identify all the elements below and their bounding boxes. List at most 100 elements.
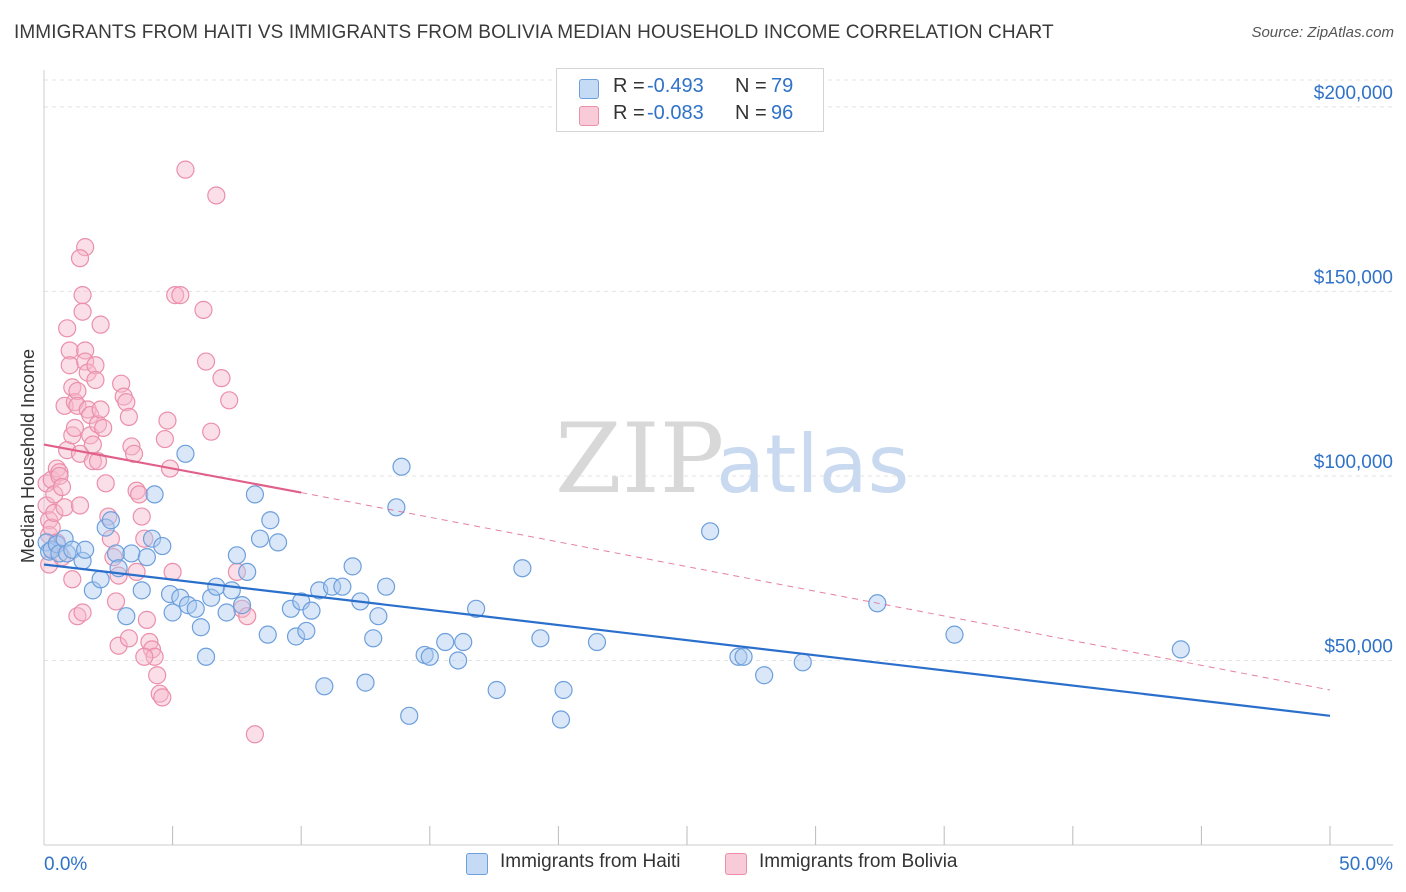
haiti-point xyxy=(466,599,486,618)
bolivia-point xyxy=(86,356,105,375)
axes xyxy=(43,70,1393,846)
bolivia-point xyxy=(55,498,74,517)
haiti-point xyxy=(191,618,210,637)
haiti-point xyxy=(297,621,316,641)
bolivia-point xyxy=(78,363,97,382)
bolivia-point xyxy=(55,396,74,415)
bolivia-trend-line xyxy=(43,443,302,494)
bolivia-point xyxy=(130,485,149,504)
correlation-legend: R = -0.493 N = 79 R = -0.083 N = 96 xyxy=(556,68,824,132)
bolivia-point xyxy=(127,562,146,582)
haiti-point xyxy=(106,544,126,563)
haiti-point xyxy=(196,647,216,666)
bolivia-point xyxy=(58,319,77,338)
bolivia-point xyxy=(148,666,167,685)
haiti-point xyxy=(364,629,383,648)
haiti-point xyxy=(356,673,375,692)
bolivia-point xyxy=(245,725,265,744)
haiti-point xyxy=(227,546,246,565)
bolivia-point xyxy=(94,418,113,438)
bolivia-r-label: R = xyxy=(613,102,645,124)
haiti-point xyxy=(258,625,277,644)
bolivia-point xyxy=(166,286,185,305)
haiti-point xyxy=(1171,640,1190,659)
bolivia-point xyxy=(207,186,226,205)
haiti-point xyxy=(554,680,573,700)
bolivia-point xyxy=(60,341,79,360)
haiti-point xyxy=(245,485,265,504)
haiti-point xyxy=(454,632,473,652)
bolivia-trend-extension xyxy=(301,492,1331,691)
bolivia-point xyxy=(68,396,87,415)
haiti-point xyxy=(207,577,226,596)
bolivia-point xyxy=(60,356,79,375)
bolivia-point xyxy=(176,160,195,179)
haiti-point xyxy=(91,570,110,589)
bolivia-point xyxy=(68,381,87,401)
bolivia-point xyxy=(96,474,115,493)
bolivia-point xyxy=(212,369,231,388)
bolivia-point xyxy=(76,352,95,371)
bolivia-point xyxy=(153,688,172,707)
haiti-point xyxy=(176,444,195,463)
bolivia-point xyxy=(158,411,177,430)
bolivia-r-value: -0.083 xyxy=(647,102,704,124)
bolivia-point xyxy=(220,391,239,410)
bolivia-point xyxy=(202,422,221,441)
bolivia-point xyxy=(50,466,69,486)
haiti-point xyxy=(122,544,141,563)
haiti-point xyxy=(315,677,334,696)
haiti-point xyxy=(487,680,506,700)
haiti-point xyxy=(333,577,352,596)
bolivia-point xyxy=(86,370,105,390)
haiti-point xyxy=(63,540,82,559)
y-tick-label: $150,000 xyxy=(1314,267,1393,288)
bolivia-legend-swatch xyxy=(725,853,747,875)
bolivia-point xyxy=(63,570,82,589)
bolivia-point xyxy=(135,529,154,548)
bolivia-point xyxy=(73,286,92,305)
bolivia-point xyxy=(132,507,151,526)
bolivia-point xyxy=(70,249,90,268)
haiti-point xyxy=(117,607,136,626)
haiti-point xyxy=(551,710,571,729)
haiti-swatch xyxy=(579,79,599,99)
haiti-point xyxy=(145,485,164,504)
haiti-point xyxy=(186,599,205,618)
haiti-point xyxy=(292,592,311,611)
bolivia-point xyxy=(171,286,190,305)
haiti-point xyxy=(392,457,411,476)
y-axis-label: Median Household Income xyxy=(18,349,38,563)
haiti-point xyxy=(755,666,774,685)
bolivia-point xyxy=(155,429,174,449)
haiti-point xyxy=(142,529,162,548)
bolivia-n-label: N = xyxy=(735,102,767,124)
bolivia-point xyxy=(83,435,102,454)
bolivia-point xyxy=(106,592,126,611)
chart-title: IMMIGRANTS FROM HAITI VS IMMIGRANTS FROM… xyxy=(14,22,1054,43)
y-tick-labels: $50,000 $100,000 $150,000 $200,000 xyxy=(1314,83,1393,658)
bolivia-point xyxy=(109,636,128,655)
bolivia-point xyxy=(45,503,64,522)
haiti-point xyxy=(232,596,252,615)
bolivia-point xyxy=(196,352,216,371)
bolivia-point xyxy=(135,647,154,666)
haiti-point xyxy=(250,529,270,548)
bolivia-point xyxy=(119,407,138,427)
bolivia-point xyxy=(88,452,108,471)
bolivia-point xyxy=(117,393,136,412)
haiti-points xyxy=(37,444,1190,729)
haiti-point xyxy=(202,588,221,607)
haiti-point xyxy=(217,603,236,622)
bolivia-point xyxy=(45,485,64,504)
bolivia-point xyxy=(194,300,213,319)
haiti-point xyxy=(436,632,455,652)
haiti-r-value: -0.493 xyxy=(647,75,704,97)
y-tick-label: $200,000 xyxy=(1314,83,1393,104)
haiti-point xyxy=(587,632,607,652)
haiti-legend-label: Immigrants from Haiti xyxy=(500,851,681,872)
bolivia-point xyxy=(76,238,95,257)
haiti-point xyxy=(369,607,388,626)
watermark-atlas: atlas xyxy=(716,418,909,511)
bolivia-point xyxy=(91,315,110,334)
